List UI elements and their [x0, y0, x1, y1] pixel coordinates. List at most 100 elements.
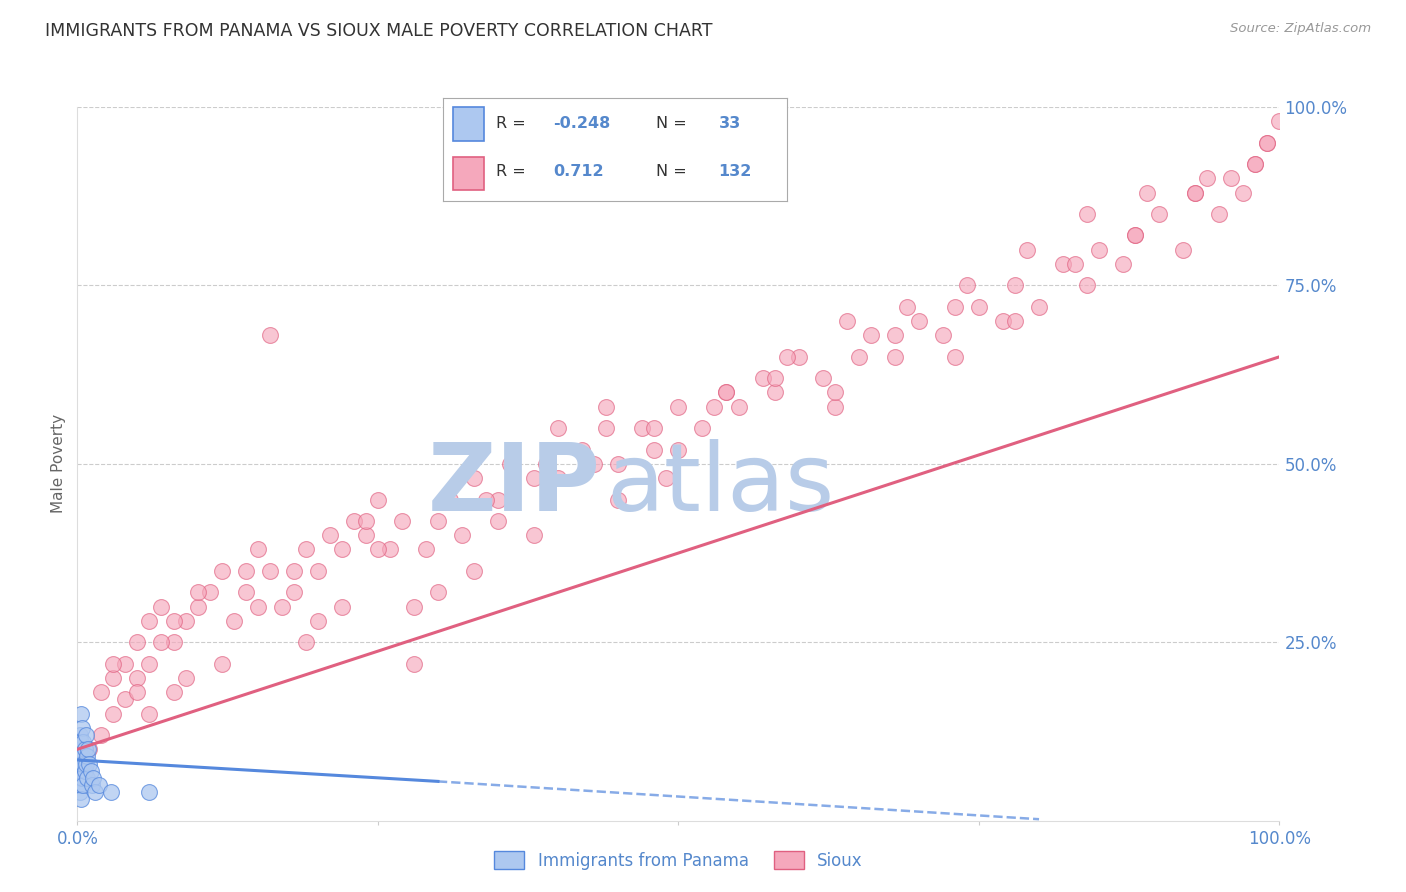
Point	[79, 742, 101, 756]
Point	[1208, 207, 1230, 221]
Point	[787, 350, 810, 364]
Point	[162, 635, 184, 649]
Point	[76, 771, 98, 785]
Point	[1256, 136, 1278, 150]
Point	[716, 385, 738, 400]
Text: 132: 132	[718, 164, 752, 179]
Point	[174, 671, 197, 685]
FancyBboxPatch shape	[453, 107, 484, 141]
Point	[631, 421, 654, 435]
Point	[186, 585, 209, 599]
Point	[79, 764, 101, 778]
Point	[127, 635, 149, 649]
Text: 33: 33	[718, 116, 741, 131]
Point	[943, 300, 966, 314]
Point	[571, 442, 593, 457]
Point	[1244, 157, 1267, 171]
Point	[150, 599, 173, 614]
Point	[547, 421, 569, 435]
Point	[378, 542, 401, 557]
Point	[294, 542, 316, 557]
Text: R =: R =	[496, 116, 526, 131]
Text: N =: N =	[657, 164, 688, 179]
Point	[70, 749, 93, 764]
Point	[80, 778, 103, 792]
Point	[583, 457, 606, 471]
Point	[77, 742, 100, 756]
Text: -0.248: -0.248	[553, 116, 610, 131]
Legend: Immigrants from Panama, Sioux: Immigrants from Panama, Sioux	[488, 845, 869, 877]
Point	[668, 400, 690, 414]
Point	[70, 792, 93, 806]
Point	[1149, 207, 1171, 221]
Point	[956, 278, 979, 293]
Point	[70, 735, 93, 749]
Point	[127, 685, 149, 699]
Point	[1232, 186, 1254, 200]
Point	[1197, 171, 1219, 186]
Point	[463, 471, 485, 485]
Point	[70, 771, 93, 785]
FancyBboxPatch shape	[453, 157, 484, 190]
Point	[668, 442, 690, 457]
Point	[330, 599, 353, 614]
Point	[100, 785, 122, 799]
Point	[259, 564, 281, 578]
Point	[486, 514, 509, 528]
Point	[1076, 207, 1098, 221]
Point	[114, 657, 136, 671]
Point	[655, 471, 678, 485]
Text: N =: N =	[657, 116, 688, 131]
Point	[402, 599, 425, 614]
Point	[211, 564, 233, 578]
Point	[859, 328, 882, 343]
Point	[69, 728, 91, 742]
Point	[1004, 278, 1026, 293]
Point	[70, 756, 93, 771]
Point	[138, 706, 160, 721]
Point	[751, 371, 773, 385]
Point	[90, 728, 112, 742]
Point	[75, 756, 97, 771]
Text: 0.712: 0.712	[553, 164, 603, 179]
Point	[246, 542, 269, 557]
Point	[692, 421, 714, 435]
Point	[415, 542, 437, 557]
Point	[69, 771, 91, 785]
Point	[486, 492, 509, 507]
Point	[1112, 257, 1135, 271]
Point	[67, 742, 90, 756]
Point	[73, 764, 96, 778]
Point	[114, 692, 136, 706]
Point	[643, 442, 665, 457]
Point	[79, 756, 101, 771]
Point	[70, 706, 93, 721]
Point	[595, 400, 617, 414]
Point	[499, 457, 522, 471]
Point	[391, 514, 413, 528]
Point	[932, 328, 955, 343]
Point	[103, 657, 125, 671]
Point	[896, 300, 918, 314]
Text: Source: ZipAtlas.com: Source: ZipAtlas.com	[1230, 22, 1371, 36]
Point	[235, 585, 257, 599]
Point	[848, 350, 870, 364]
Point	[824, 385, 846, 400]
Point	[547, 471, 569, 485]
Point	[534, 457, 557, 471]
Point	[1028, 300, 1050, 314]
Point	[716, 385, 738, 400]
Point	[595, 421, 617, 435]
Point	[1136, 186, 1159, 200]
Point	[343, 514, 366, 528]
Point	[1123, 228, 1146, 243]
Point	[1088, 243, 1111, 257]
Point	[427, 514, 450, 528]
Point	[235, 564, 257, 578]
Point	[824, 400, 846, 414]
Point	[1256, 136, 1278, 150]
Point	[1064, 257, 1087, 271]
Point	[1076, 278, 1098, 293]
Point	[439, 492, 461, 507]
Point	[1244, 157, 1267, 171]
